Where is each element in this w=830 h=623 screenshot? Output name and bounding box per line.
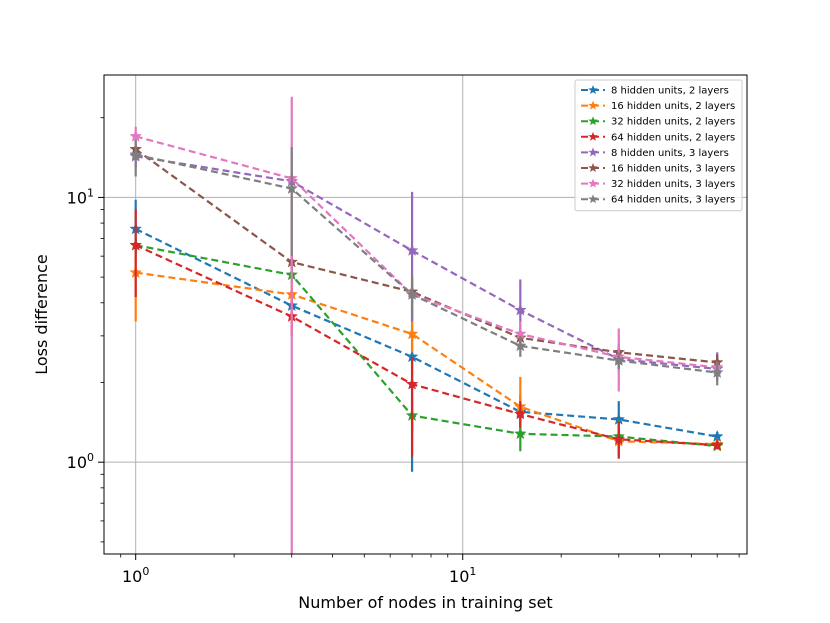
data-point-marker [405, 287, 419, 300]
x-tick-label-base: 10 [449, 567, 469, 586]
x-tick-label: 100 [122, 565, 149, 586]
data-point-marker [513, 339, 527, 352]
y-tick-label: 100 [67, 451, 94, 472]
legend-item: 8 hidden units, 3 layers [581, 147, 729, 159]
series-line [135, 227, 718, 438]
data-point-marker [285, 181, 299, 195]
data-point-marker [710, 365, 724, 379]
legend-label: 16 hidden units, 3 layers [611, 164, 735, 175]
data-point-marker [129, 147, 143, 161]
y-tick-label-base: 10 [67, 188, 87, 207]
legend-item: 64 hidden units, 3 layers [581, 194, 735, 206]
legend-marker [588, 178, 598, 188]
y-axis-label: Loss difference [32, 254, 51, 375]
legend-marker [588, 85, 598, 95]
x-tick-label: 101 [449, 565, 476, 586]
data-point-marker [405, 377, 419, 390]
series-line [135, 155, 718, 371]
legend-marker [588, 147, 598, 157]
data-point-marker [513, 407, 527, 420]
y-tick-label-exponent: 1 [87, 186, 94, 199]
x-tick-label-exponent: 0 [142, 565, 149, 578]
x-tick-label-exponent: 1 [469, 565, 476, 578]
data-point-marker [612, 353, 626, 366]
legend-marker [588, 163, 598, 173]
plot-area-frame [103, 74, 748, 555]
legend-label: 8 hidden units, 2 layers [611, 86, 729, 97]
legend-label: 16 hidden units, 2 layers [611, 101, 735, 112]
series-8 [129, 139, 724, 386]
data-point-marker [710, 438, 724, 451]
data-point-marker [405, 327, 419, 340]
data-point-marker [129, 129, 143, 142]
series-line [135, 153, 718, 374]
legend-marker [588, 116, 598, 126]
legend-marker [588, 194, 598, 204]
legend-box [574, 79, 743, 212]
legend-marker [588, 100, 598, 110]
data-point-marker [129, 238, 143, 251]
data-point-marker [612, 432, 626, 445]
y-tick-label-exponent: 0 [87, 451, 94, 464]
series-line [135, 135, 718, 369]
legend-label: 64 hidden units, 2 layers [611, 132, 735, 143]
legend-label: 64 hidden units, 3 layers [611, 195, 735, 206]
legend-marker [588, 131, 598, 141]
legend-label: 32 hidden units, 3 layers [611, 179, 735, 190]
x-tick-label-base: 10 [122, 567, 142, 586]
y-tick-label: 101 [67, 186, 94, 207]
series-line [135, 244, 718, 448]
legend-item: 8 hidden units, 2 layers [581, 85, 729, 97]
legend-item: 16 hidden units, 2 layers [581, 100, 735, 112]
data-point-marker [513, 427, 527, 440]
minor-ticks [100, 117, 740, 558]
data-point-marker [513, 303, 527, 316]
legend-item: 32 hidden units, 3 layers [581, 178, 735, 190]
legend-label: 8 hidden units, 3 layers [611, 148, 729, 159]
legend-label: 32 hidden units, 2 layers [611, 117, 735, 128]
legend: 8 hidden units, 2 layers 16 hidden units,… [574, 79, 743, 212]
legend-item: 32 hidden units, 2 layers [581, 116, 735, 128]
legend-item: 16 hidden units, 3 layers [581, 163, 735, 175]
x-axis-label: Number of nodes in training set [298, 593, 552, 612]
series-4 [129, 209, 724, 459]
y-tick-label-base: 10 [67, 453, 87, 472]
series-layer [129, 96, 724, 554]
data-point-marker [405, 243, 419, 256]
legend-item: 64 hidden units, 2 layers [581, 131, 735, 143]
series-line [135, 244, 718, 447]
